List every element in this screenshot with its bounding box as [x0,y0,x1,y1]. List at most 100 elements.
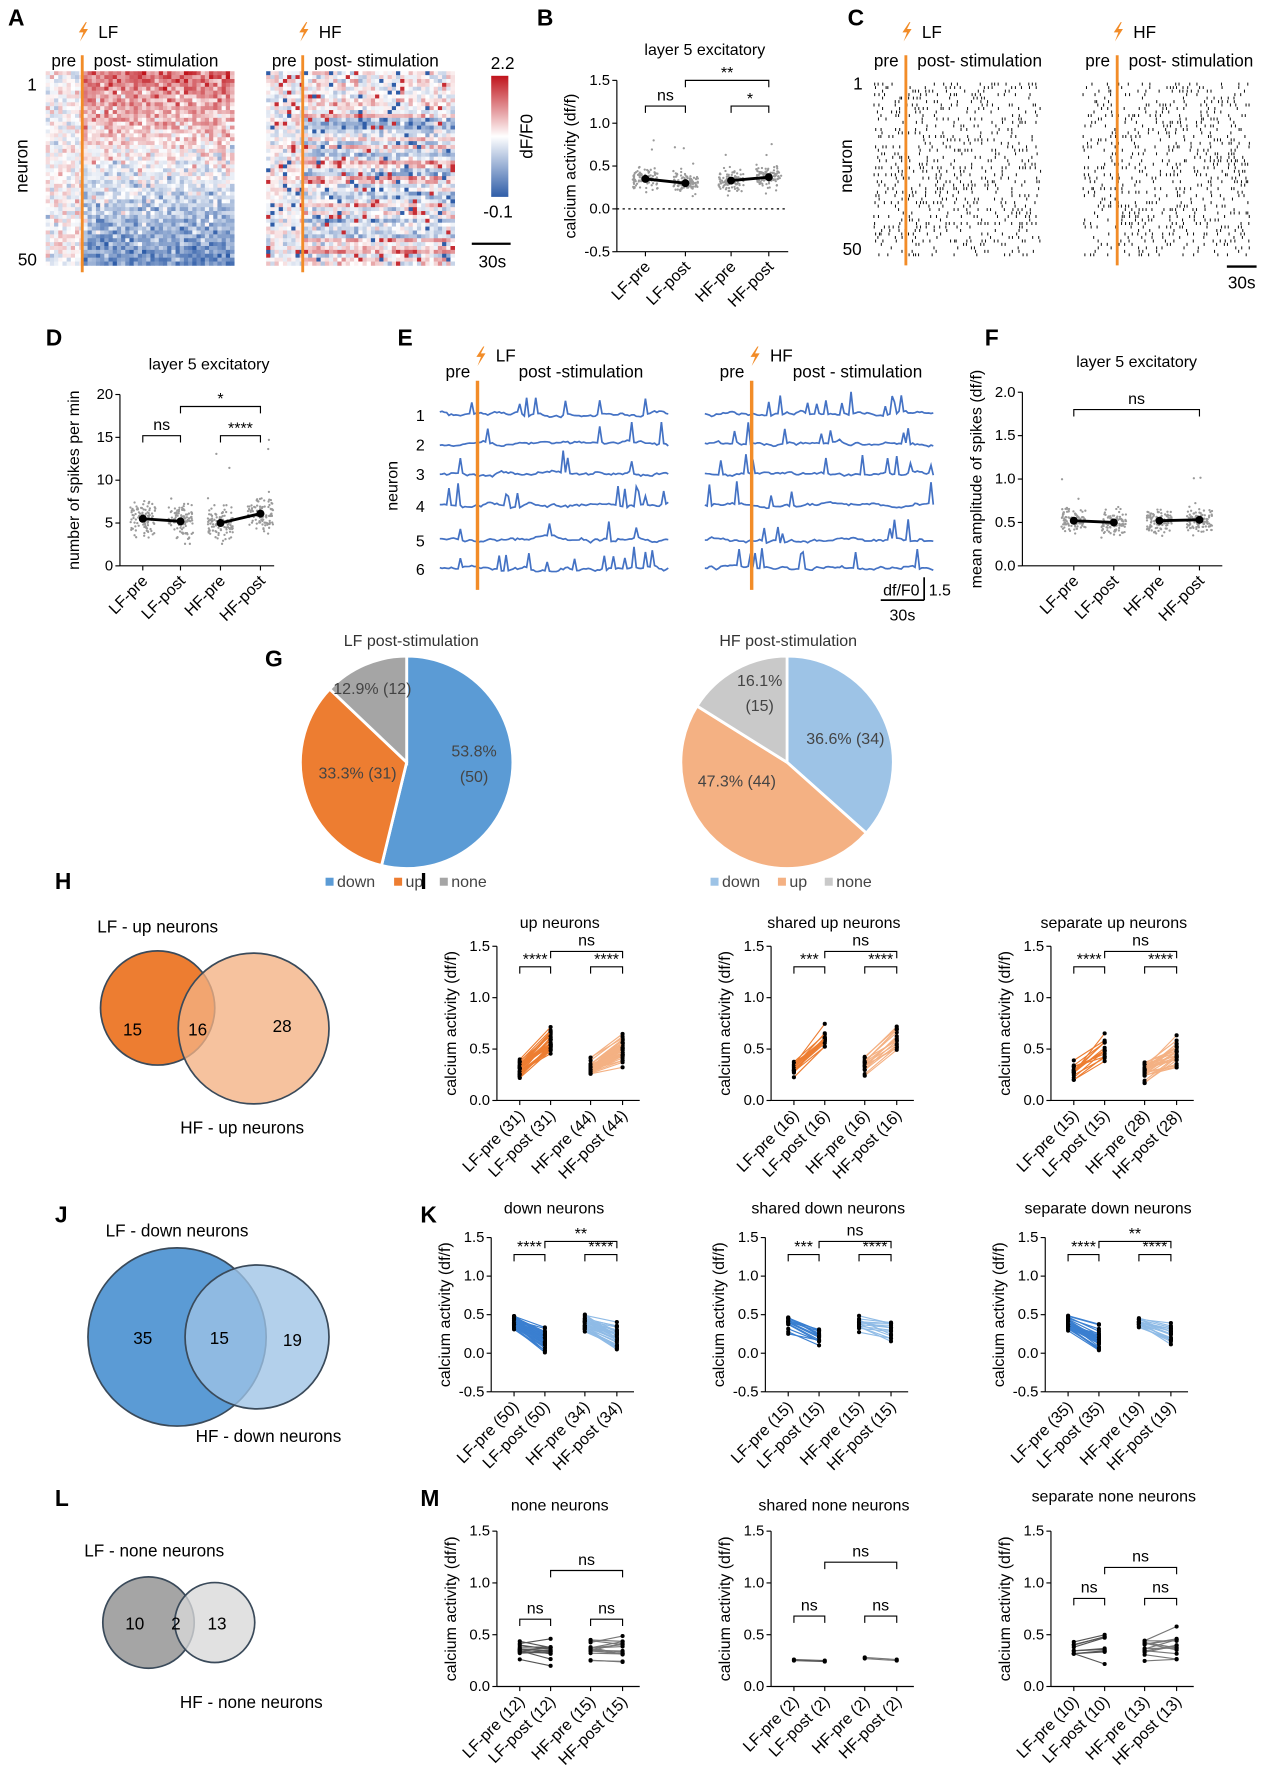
heatmap-cell [412,148,418,154]
heatmap-cell [404,125,409,130]
data-point [638,186,642,189]
heatmap-cell [125,211,130,216]
heatmap-cell [425,253,430,259]
heatmap-cell [108,257,114,262]
heatmap-cell [282,90,288,95]
data-point [647,174,651,177]
heatmap-cell [312,164,317,169]
heatmap-cell [391,110,397,115]
heatmap-cell [349,98,355,103]
heatmap-cell [308,156,313,161]
heatmap-cell [429,179,435,185]
heatmap-cell [421,117,426,123]
heatmap-cell [213,156,218,161]
heatmap-cell [87,152,93,158]
heatmap-cell [408,176,414,181]
heatmap-cell [142,172,147,177]
heatmap-cell [146,226,151,231]
heatmap-cell [229,226,235,231]
heatmap-cell [391,176,397,181]
heatmap-cell [320,211,326,216]
heatmap-cell [370,222,376,227]
heatmap-cell [429,121,435,126]
data-point [148,507,152,510]
heatmap-cell [362,156,368,161]
heatmap-cell [387,145,393,150]
heatmap-cell [154,203,160,208]
heatmap-cell [291,71,296,76]
heatmap-cell [345,203,351,208]
heatmap-cell [383,98,388,103]
heatmap-cell [116,110,122,115]
heatmap-cell [121,156,126,161]
heatmap-cell [370,183,376,189]
heatmap-cell [446,207,451,212]
heatmap-cell [425,75,430,80]
heatmap-cell [396,249,401,255]
heatmap-cell [171,183,176,189]
heatmap-cell [295,218,301,224]
heatmap-cell [100,230,105,235]
heatmap-cell [171,98,176,103]
heatmap-cell [129,78,134,84]
heatmap-cell [278,168,284,173]
heatmap-cell [396,207,401,212]
heatmap-cell [175,214,181,220]
heatmap-cell [95,98,101,103]
heatmap-cell [209,141,214,146]
heatmap-cell [167,222,172,227]
heatmap-cell [100,211,105,216]
heatmap-cell [75,106,80,111]
heatmap-cell [404,94,409,99]
heatmap-cell [62,226,67,231]
heatmap-cell [328,141,334,146]
data-point [772,169,776,172]
heatmap-cell [58,94,63,99]
heatmap-cell [425,71,430,76]
heatmap-cell [49,226,55,231]
data-point [772,172,776,175]
heatmap-cell [312,125,317,130]
heatmap-cell [295,168,301,173]
heatmap-cell [204,156,210,161]
heatmap-cell [179,199,185,204]
heatmap-cell [278,113,284,119]
heatmap-cell [295,249,301,255]
heatmap-cell [146,238,151,243]
heatmap-cell [341,234,347,239]
heatmap-cell [183,199,189,204]
heatmap-cell [125,160,130,165]
heatmap-cell [183,218,189,224]
heatmap-cell [58,145,63,150]
heatmap-cell [229,141,235,146]
heatmap-cell [62,129,67,134]
heatmap-cell [333,249,338,255]
heatmap-cell [316,218,321,224]
heatmap-cell [183,98,189,103]
heatmap-cell [142,156,147,161]
heatmap-cell [204,207,210,212]
data-point [681,176,685,179]
heatmap-cell [425,110,430,115]
heatmap-cell [91,242,97,247]
heatmap-cell [324,187,330,192]
heatmap-cell [433,179,439,185]
heatmap-cell [442,129,447,134]
heatmap-cell [341,249,347,255]
heatmap-cell [121,222,126,227]
heatmap-cell [412,253,418,259]
heatmap-cell [58,214,63,220]
heatmap-cell [312,86,317,91]
heatmap-cell [370,160,376,165]
heatmap-cell [278,71,284,76]
heatmap-cell [87,145,93,150]
heatmap-cell [104,253,109,259]
heatmap-cell [183,152,189,158]
heatmap-cell [450,106,455,111]
heatmap-cell [320,75,326,80]
heatmap-cell [192,187,197,192]
heatmap-cell [137,179,143,185]
heatmap-cell [366,156,372,161]
heatmap-cell [183,106,189,111]
heatmap-cell [429,110,435,115]
